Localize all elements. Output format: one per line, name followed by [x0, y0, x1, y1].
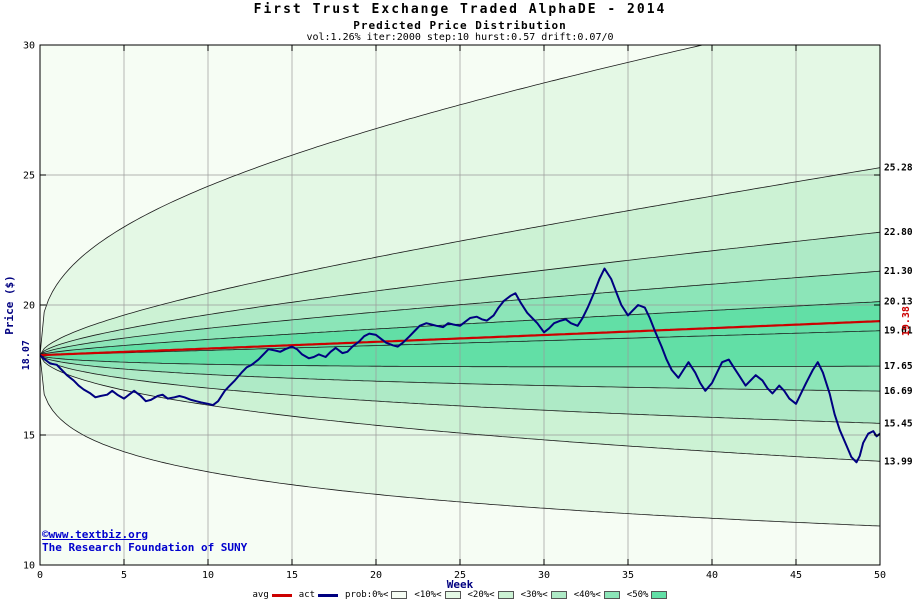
legend-label: <30%< [520, 590, 548, 600]
chart-title: First Trust Exchange Traded AlphaDE - 20… [253, 2, 667, 17]
legend-color-swatch [497, 591, 514, 599]
legend-item: prob:0%< [345, 590, 408, 600]
copyright-org: The Research Foundation of SUNY [42, 541, 248, 554]
legend-item: act [298, 590, 339, 600]
legend-line-swatch [271, 593, 292, 597]
svg-text:25: 25 [23, 171, 35, 182]
legend-item: <20%< [468, 590, 514, 600]
legend-item: <10%< [414, 590, 461, 600]
legend-item: <50% [627, 590, 668, 600]
copyright-url: ©www.textbiz.org [42, 528, 148, 541]
legend-item: avg [253, 590, 292, 600]
svg-text:13.99: 13.99 [884, 456, 913, 467]
legend-color-swatch [603, 591, 620, 599]
legend-label: prob:0%< [345, 590, 389, 600]
legend-color-swatch [550, 591, 567, 599]
legend-label: <50% [626, 590, 649, 600]
svg-text:19.01: 19.01 [884, 326, 913, 337]
svg-text:15.45: 15.45 [884, 418, 913, 429]
copyright-block: ©www.textbiz.org The Research Foundation… [42, 528, 247, 554]
svg-text:20.13: 20.13 [884, 297, 913, 308]
legend-label: <10%< [414, 590, 442, 600]
legend-color-swatch [444, 591, 461, 599]
svg-text:22.80: 22.80 [884, 227, 913, 238]
legend-item: <40%< [574, 590, 620, 600]
svg-text:25.28: 25.28 [884, 163, 913, 174]
svg-text:50: 50 [874, 570, 886, 581]
svg-text:19.38: 19.38 [901, 306, 912, 336]
legend-line-swatch [318, 593, 339, 597]
x-axis-label: Week [446, 578, 474, 591]
legend-label: <40%< [573, 590, 601, 600]
legend-label: avg [252, 590, 269, 600]
legend-color-swatch [651, 591, 668, 599]
svg-text:25: 25 [454, 570, 466, 581]
svg-text:16.69: 16.69 [884, 386, 913, 397]
legend-item: <30%< [521, 590, 567, 600]
svg-text:15: 15 [286, 570, 298, 581]
svg-text:20: 20 [23, 301, 35, 312]
svg-text:10: 10 [23, 561, 35, 572]
svg-text:Price ($): Price ($) [3, 275, 16, 335]
svg-text:30: 30 [538, 570, 550, 581]
legend-label: act [298, 590, 316, 600]
svg-text:30: 30 [23, 41, 35, 52]
legend: avg act prob:0%< <10%< <20%< <30%< <40%< <50% [0, 590, 920, 600]
svg-text:45: 45 [790, 570, 802, 581]
svg-text:5: 5 [121, 570, 127, 581]
chart-subtitle: Predicted Price Distribution [353, 19, 567, 32]
svg-text:20: 20 [370, 570, 382, 581]
svg-text:21.30: 21.30 [884, 266, 913, 277]
svg-text:17.65: 17.65 [884, 361, 913, 372]
chart-parameters: vol:1.26% iter:2000 step:10 hurst:0.57 d… [306, 32, 614, 43]
svg-text:15: 15 [23, 431, 35, 442]
svg-text:18.07: 18.07 [21, 340, 32, 370]
svg-text:40: 40 [706, 570, 718, 581]
legend-label: <20%< [467, 590, 495, 600]
svg-text:0: 0 [37, 570, 43, 581]
svg-text:10: 10 [202, 570, 214, 581]
legend-color-swatch [391, 591, 408, 599]
svg-text:35: 35 [622, 570, 634, 581]
